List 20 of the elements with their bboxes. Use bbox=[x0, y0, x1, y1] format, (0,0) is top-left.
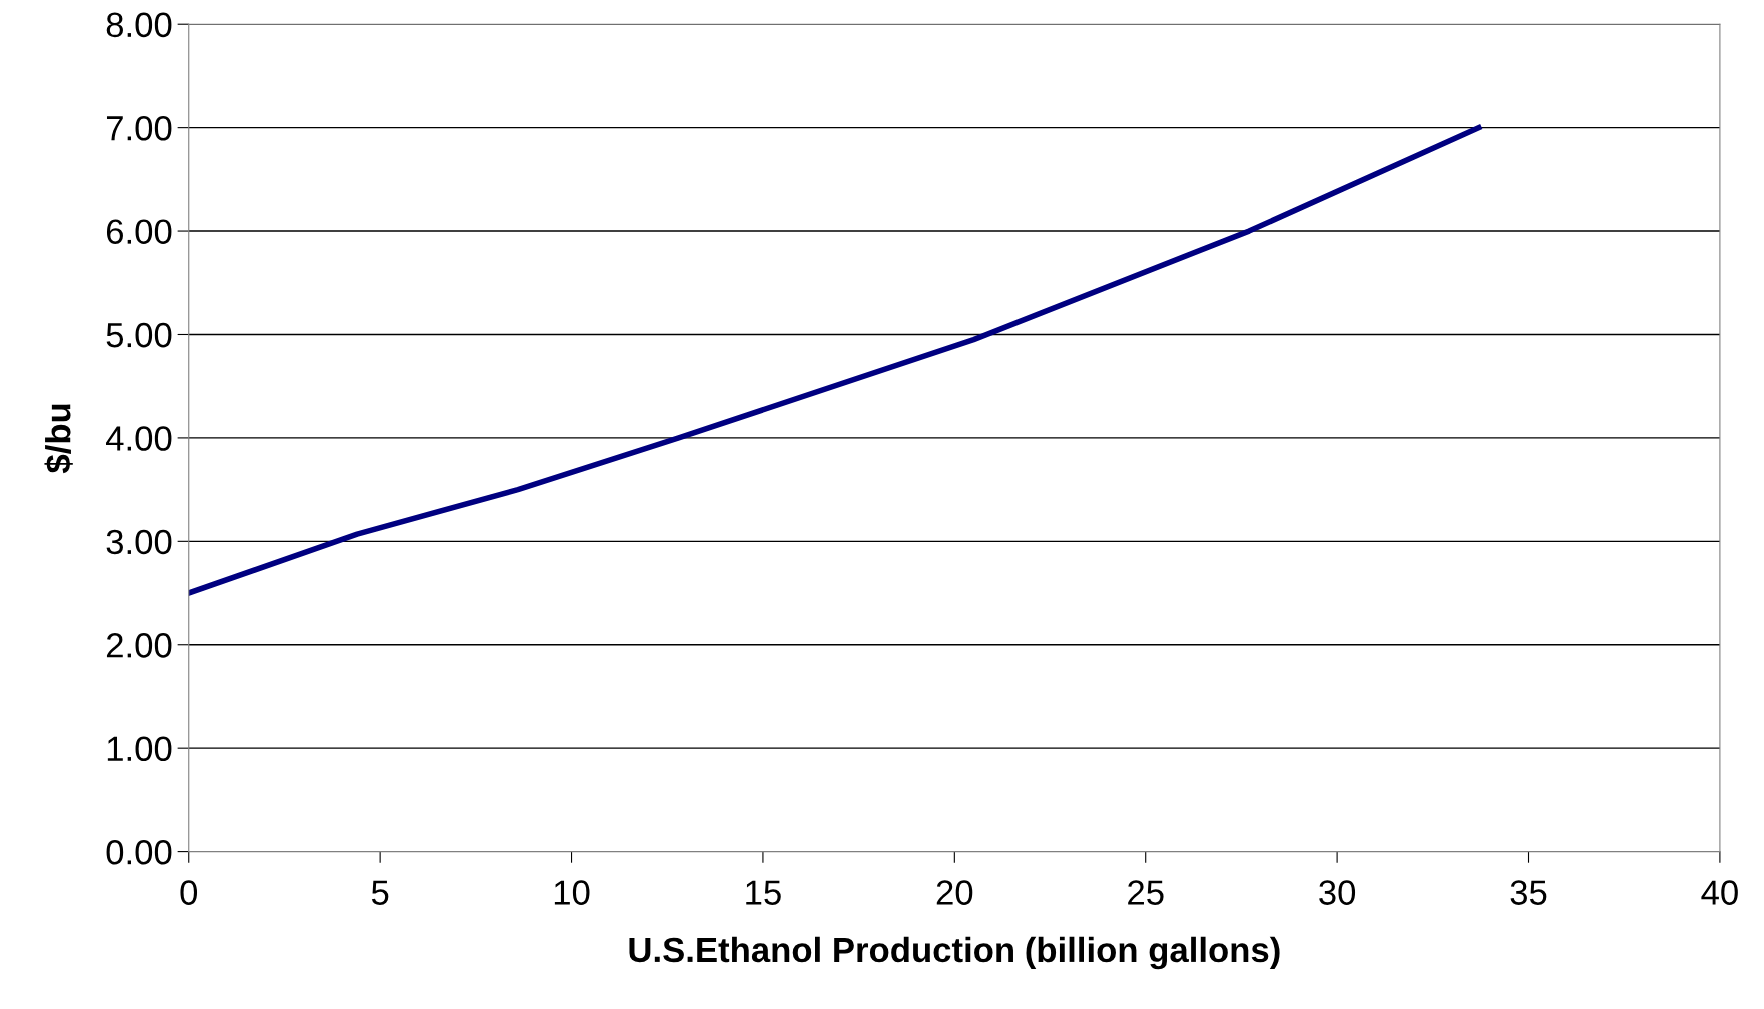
x-tick-label: 15 bbox=[746, 880, 781, 905]
y-tick-label: 6.00 bbox=[106, 219, 172, 244]
x-tick-label: 25 bbox=[1128, 880, 1164, 905]
y-tick-label: 3.00 bbox=[106, 529, 172, 555]
y-tick-label: 2.00 bbox=[106, 633, 172, 658]
x-axis-title: U.S.Ethanol Production (billion gallons) bbox=[629, 936, 1280, 970]
y-tick-label: 4.00 bbox=[106, 426, 172, 451]
y-tick-label: 0.00 bbox=[106, 839, 172, 865]
x-tick-label: 30 bbox=[1319, 880, 1356, 905]
y-tick-label: 8.00 bbox=[106, 12, 172, 38]
x-tick-label: 5 bbox=[371, 880, 389, 905]
x-tick-label: 35 bbox=[1510, 880, 1547, 905]
y-axis-title: $/bu bbox=[44, 404, 73, 474]
x-tick-label: 40 bbox=[1701, 880, 1738, 905]
x-tick-label: 20 bbox=[936, 880, 973, 905]
y-tick-label: 5.00 bbox=[106, 322, 172, 348]
y-tick-label: 7.00 bbox=[106, 115, 172, 141]
x-tick-label: 0 bbox=[180, 880, 198, 905]
y-tick-label: 1.00 bbox=[107, 736, 172, 762]
x-tick-label: 10 bbox=[554, 880, 590, 905]
